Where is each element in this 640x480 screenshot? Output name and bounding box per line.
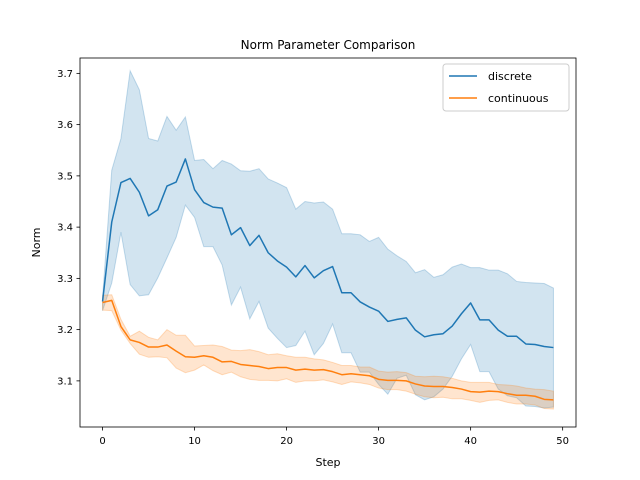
y-tick-label: 3.1 [57,376,73,387]
chart-title: Norm Parameter Comparison [241,38,416,52]
y-axis-label: Norm [30,227,43,257]
series-lines [101,158,554,401]
x-tick-label: 30 [372,436,385,447]
discrete-confidence-band [102,69,554,409]
plot-frame [79,57,577,428]
legend-label-continuous: continuous [488,92,549,105]
x-tick-label: 0 [99,436,105,447]
x-tick-label: 20 [280,436,293,447]
x-axis-ticks: 0 10 20 30 40 50 [99,427,569,447]
y-axis-ticks: 3.1 3.2 3.3 3.4 3.5 3.6 3.7 [57,69,80,387]
x-tick-label: 50 [556,436,569,447]
x-axis-label: Step [315,456,340,469]
y-tick-label: 3.7 [57,69,73,80]
x-tick-label: 10 [188,436,201,447]
discrete-line [101,158,554,349]
continuous-line [102,299,554,401]
y-tick-label: 3.2 [57,325,73,336]
y-tick-label: 3.3 [57,274,73,285]
continuous-confidence-band [102,294,554,410]
legend: discrete continuous [442,63,570,112]
y-tick-label: 3.4 [57,223,73,234]
legend-label-discrete: discrete [488,70,532,83]
y-tick-label: 3.5 [57,171,73,182]
confidence-bands [102,69,554,410]
x-tick-label: 40 [464,436,477,447]
y-tick-label: 3.6 [57,120,73,131]
